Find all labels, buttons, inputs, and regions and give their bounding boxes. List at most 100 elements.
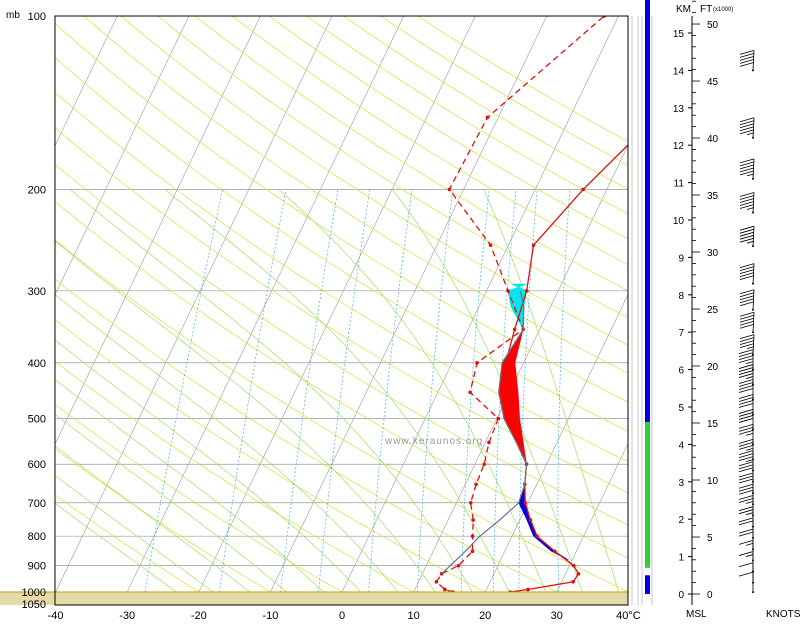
moist-adiabat bbox=[55, 413, 301, 605]
isotherm-line bbox=[121, 16, 404, 605]
ft-tick-label: 25 bbox=[707, 305, 719, 316]
km-tick-label: 9 bbox=[678, 253, 684, 264]
moist-adiabat bbox=[55, 294, 408, 605]
km-tick-label: 14 bbox=[673, 66, 685, 77]
km-tick-label: 16 bbox=[673, 0, 685, 3]
wind-barb bbox=[738, 461, 754, 483]
wind-barb bbox=[738, 528, 754, 551]
moist-adiabat bbox=[55, 502, 194, 605]
moist-adiabat bbox=[483, 189, 623, 605]
km-tick-label: 11 bbox=[674, 179, 685, 190]
isotherm-line bbox=[55, 16, 190, 296]
plot-background bbox=[55, 16, 628, 605]
moist-adiabat bbox=[55, 339, 373, 605]
dry-adiabat bbox=[231, 16, 628, 266]
km-tick-label: 0 bbox=[678, 590, 684, 601]
temperature-point bbox=[512, 327, 517, 332]
km-tick-label: 1 bbox=[678, 553, 684, 564]
wind-barb bbox=[738, 394, 754, 416]
temperature-point bbox=[512, 416, 517, 421]
km-tick-label: 12 bbox=[673, 141, 685, 152]
wind-barb bbox=[738, 571, 754, 594]
temperature-point bbox=[519, 440, 523, 445]
dewpoint-point bbox=[488, 243, 493, 248]
km-tick-label: 15 bbox=[673, 29, 685, 40]
ft-tick-label: 15 bbox=[707, 419, 719, 430]
moist-adiabat bbox=[278, 189, 552, 605]
km-tick-label: 10 bbox=[673, 216, 685, 227]
wind-barb bbox=[738, 450, 754, 472]
mixing-ratio-line bbox=[142, 189, 223, 605]
dry-adiabat bbox=[157, 16, 628, 319]
dewpoint-point bbox=[443, 587, 447, 592]
isotherm-line bbox=[192, 16, 476, 605]
wind-barb bbox=[738, 506, 754, 528]
background-grid bbox=[0, 16, 628, 605]
isotherm-line bbox=[550, 442, 628, 605]
temperature-tick-label: -10 bbox=[262, 610, 278, 622]
ft-note: (x1000) bbox=[713, 7, 733, 13]
dewpoint-point bbox=[470, 549, 475, 554]
dry-adiabat bbox=[55, 361, 437, 605]
dewpoint-point bbox=[485, 115, 490, 120]
msl-label: MSL bbox=[686, 609, 707, 620]
wind-barb bbox=[738, 438, 754, 461]
wind-barb bbox=[739, 158, 755, 180]
km-tick-label: 13 bbox=[673, 104, 685, 115]
pressure-tick-label: 200 bbox=[28, 184, 46, 196]
km-tick-label: 3 bbox=[678, 478, 684, 489]
pressure-tick-label: 100 bbox=[28, 11, 46, 23]
y-axis-label: mb bbox=[6, 10, 20, 21]
temperature-tick-label: -30 bbox=[119, 610, 135, 622]
isotherm-line bbox=[335, 16, 619, 605]
ft-tick-label: 50 bbox=[707, 20, 719, 31]
km-tick-label: 8 bbox=[678, 291, 684, 302]
temperature-point bbox=[571, 579, 575, 584]
pressure-tick-label: 400 bbox=[28, 358, 46, 370]
pressure-tick-label: 500 bbox=[28, 414, 46, 426]
mixing-ratio-line bbox=[518, 189, 538, 605]
dewpoint-point bbox=[474, 482, 478, 487]
wind-barb bbox=[738, 562, 754, 584]
dewpoint-point bbox=[456, 563, 461, 568]
isotherm-line bbox=[407, 144, 628, 605]
cloud-column-segment bbox=[645, 0, 650, 422]
dewpoint-point bbox=[447, 187, 452, 192]
moist-adiabat bbox=[392, 189, 588, 605]
ft-tick-label: 10 bbox=[707, 476, 719, 487]
temperature-point bbox=[524, 289, 529, 293]
temperature-tick-label: -20 bbox=[191, 610, 207, 622]
dry-adiabat bbox=[55, 404, 364, 605]
parcel-line bbox=[441, 290, 528, 575]
ft-tick-label: 40 bbox=[707, 134, 719, 145]
temperature-point bbox=[571, 563, 576, 568]
dry-adiabat bbox=[55, 278, 582, 605]
temperature-tick-label: 30 bbox=[551, 610, 563, 622]
temperature-point bbox=[654, 116, 658, 120]
mixing-ratio-line bbox=[460, 189, 490, 605]
dry-adiabat bbox=[55, 127, 628, 494]
temperature-tick-label: 0 bbox=[339, 610, 345, 622]
moist-adiabat bbox=[69, 189, 480, 605]
dry-adiabat bbox=[55, 57, 628, 432]
km-tick-label: 6 bbox=[678, 366, 684, 377]
isotherm-line bbox=[0, 16, 46, 604]
dry-adiabat bbox=[55, 201, 628, 559]
wind-barb bbox=[739, 311, 755, 334]
ft-tick-label: 20 bbox=[707, 362, 719, 373]
temperature-tick-label: 10 bbox=[407, 610, 419, 622]
ground-band bbox=[0, 592, 628, 605]
wind-barb bbox=[738, 364, 754, 386]
isotherm-line bbox=[55, 16, 118, 147]
wind-barbs bbox=[738, 50, 755, 594]
temperature-point bbox=[506, 390, 510, 395]
ft-tick-label: 30 bbox=[707, 248, 719, 259]
cloud-column-segment bbox=[645, 575, 650, 594]
wind-barb bbox=[738, 539, 754, 562]
dewpoint-point bbox=[487, 440, 491, 445]
temperature-point bbox=[526, 587, 530, 592]
wind-barb bbox=[738, 349, 754, 371]
temperature-point bbox=[503, 360, 508, 365]
mixing-ratio-line bbox=[367, 189, 413, 605]
